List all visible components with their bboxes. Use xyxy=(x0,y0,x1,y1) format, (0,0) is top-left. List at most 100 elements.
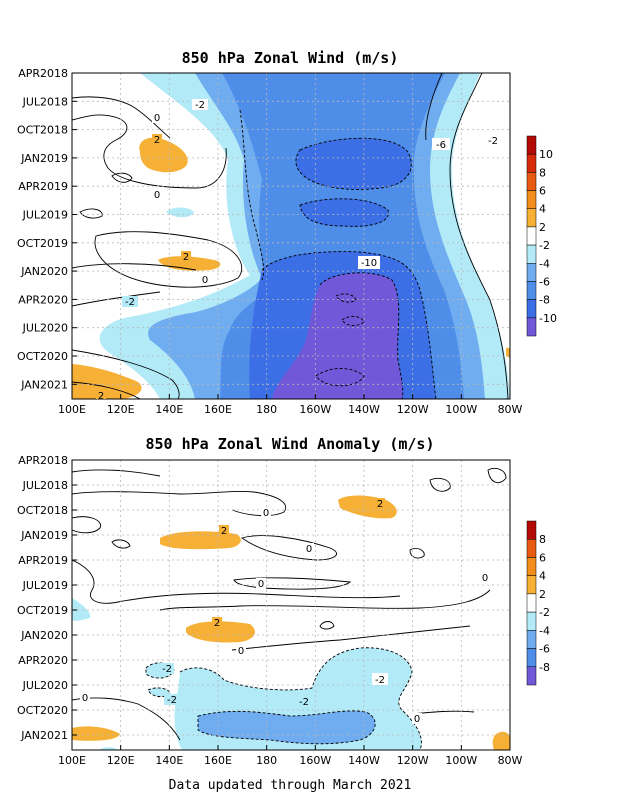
chart1-colorbar-label: 6 xyxy=(539,185,546,198)
chart2-ytick-label: JUL2020 xyxy=(22,679,68,692)
chart2-colorbar-label: 8 xyxy=(539,533,546,546)
chart1-region-pos2-edge xyxy=(506,347,510,358)
chart2-ytick-label: APR2018 xyxy=(18,454,68,467)
chart2-clabel: 0 xyxy=(306,544,312,555)
chart2-xtick-label: 140E xyxy=(155,754,183,767)
chart2-colorbar-label: 2 xyxy=(539,588,546,601)
chart2-contour-labels: 2 0 2 0 0 0 2 0 -2 -2 -2 -2 0 0 xyxy=(80,498,490,725)
chart2-region-pos2-e xyxy=(492,731,510,750)
chart2-xtick-label: 160E xyxy=(204,754,232,767)
chart2-colorbar-label: -8 xyxy=(539,661,550,674)
chart2-colorbar-swatch xyxy=(526,520,537,540)
chart2-clabel: 2 xyxy=(214,618,220,629)
chart1-ticks: 100E 120E 140E 160E 180 160W 140W 120W 100W 80W AP… xyxy=(17,67,523,416)
chart2-clabel: -2 xyxy=(162,664,172,675)
chart1-ytick-label: JAN2019 xyxy=(20,152,68,165)
chart1-region-pos2-c xyxy=(72,364,142,399)
chart1-xtick-label: 160E xyxy=(204,403,232,416)
chart1-colorbar-label: -10 xyxy=(539,312,557,325)
chart1-xtick-label: 100W xyxy=(445,403,477,416)
chart2-colorbar-swatch xyxy=(526,611,537,631)
chart1-region-pos2-a xyxy=(139,137,188,173)
chart1-colorbar-label: -6 xyxy=(539,275,550,288)
chart2-contours xyxy=(72,467,507,750)
chart1-ytick-label: OCT2018 xyxy=(17,124,68,137)
chart1-colorbar-label: 10 xyxy=(539,148,553,161)
chart2-xtick-label: 160W xyxy=(299,754,331,767)
chart1-colorbar: 10 8 6 4 2 -2 -4 -6 -8 -10 xyxy=(526,135,557,337)
chart1-ytick-label: APR2018 xyxy=(18,67,68,80)
chart1-ytick-label: JAN2020 xyxy=(20,265,68,278)
chart2-ytick-label: OCT2020 xyxy=(17,704,68,717)
chart1-frame xyxy=(71,72,511,400)
chart1-ytick-label: APR2020 xyxy=(18,293,68,306)
chart2-colorbar-label: -4 xyxy=(539,624,550,637)
chart2-frame xyxy=(71,459,511,751)
chart1-ytick-label: APR2019 xyxy=(18,180,68,193)
chart1-clabel: -6 xyxy=(436,140,446,151)
chart2-clabel: 0 xyxy=(82,693,88,704)
chart1-region-neg10 xyxy=(272,272,403,399)
chart2-plot: 100E 120E 140E 160E 180 160W 140W 120W 100W 80W AP… xyxy=(17,454,523,767)
chart1-colorbar-swatch xyxy=(526,244,537,264)
chart2-colorbar-swatch xyxy=(526,575,537,595)
chart2-xtick-label: 100E xyxy=(58,754,86,767)
chart2-ytick-label: JUL2018 xyxy=(22,479,68,492)
chart1-xtick-label: 80W xyxy=(498,403,523,416)
chart2-clabel: -2 xyxy=(375,675,385,686)
chart2-region-pos2-c xyxy=(186,621,255,643)
chart1-clabel: 0 xyxy=(154,190,160,201)
chart2-ticks: 100E 120E 140E 160E 180 160W 140W 120W 100W 80W AP… xyxy=(17,454,523,767)
chart1-colorbar-swatch xyxy=(526,299,537,319)
chart1-xtick-label: 160W xyxy=(299,403,331,416)
chart1-colorbar-label: -2 xyxy=(539,239,550,252)
chart2-xtick-label: 80W xyxy=(498,754,523,767)
chart1-clabel: -2 xyxy=(125,297,135,308)
chart1-xtick-label: 100E xyxy=(58,403,86,416)
chart2-colorbar: 8 6 4 2 -2 -4 -6 -8 xyxy=(526,520,550,686)
chart2-title: 850 hPa Zonal Wind Anomaly (m/s) xyxy=(146,435,435,453)
chart2-ytick-label: APR2019 xyxy=(18,554,68,567)
chart2-colorbar-label: -6 xyxy=(539,643,550,656)
chart1-clabel: 2 xyxy=(154,135,160,146)
chart1-grid xyxy=(72,73,510,399)
chart2-clabel: -2 xyxy=(167,695,177,706)
chart1-colorbar-swatch xyxy=(526,281,537,300)
chart2-ytick-label: JAN2020 xyxy=(20,629,68,642)
chart2-region-pos2-d xyxy=(72,726,120,741)
footer-note: Data updated through March 2021 xyxy=(169,778,412,793)
chart2-xtick-label: 120W xyxy=(397,754,429,767)
chart2-xtick-label: 180 xyxy=(256,754,277,767)
chart1-colorbar-swatch xyxy=(526,172,537,191)
chart2-colorbar-swatch xyxy=(526,630,537,649)
chart1-ytick-label: JAN2021 xyxy=(20,378,68,391)
chart2-clabel: 0 xyxy=(258,579,264,590)
chart1-colorbar-swatch xyxy=(526,190,537,209)
chart1-clabel: 2 xyxy=(183,252,189,263)
chart1-ytick-label: OCT2020 xyxy=(17,350,68,363)
chart1-colorbar-label: -8 xyxy=(539,294,550,307)
chart2-colorbar-swatch xyxy=(526,538,537,558)
chart1-colorbar-swatch xyxy=(526,317,537,337)
chart1-colorbar-swatch xyxy=(526,263,537,282)
chart2-clabel: 0 xyxy=(238,646,244,657)
chart1-colorbar-swatch xyxy=(526,153,537,173)
chart2-colorbar-label: -2 xyxy=(539,606,550,619)
chart1-ytick-label: OCT2019 xyxy=(17,237,68,250)
chart2-region-neg4 xyxy=(198,710,376,744)
chart1-colorbar-swatch xyxy=(526,226,537,246)
chart1-xtick-label: 140W xyxy=(348,403,380,416)
chart1-xtick-label: 140E xyxy=(155,403,183,416)
chart2-colorbar-swatch xyxy=(526,648,537,668)
chart1-ytick-label: JUL2020 xyxy=(22,322,68,335)
chart1-clabel: 2 xyxy=(98,391,104,402)
chart2-clabel: 0 xyxy=(414,714,420,725)
chart1-ytick-label: JUL2018 xyxy=(22,95,68,108)
chart2-clabel: 0 xyxy=(482,573,488,584)
chart1-clabel: 0 xyxy=(202,275,208,286)
chart1-colorbar-swatch xyxy=(526,135,537,155)
chart2-ytick-label: OCT2018 xyxy=(17,504,68,517)
chart1-contour-labels: -2 0 2 0 -6 -2 -2 2 0 -10 -2 2 xyxy=(96,99,502,402)
chart2-colorbar-label: 4 xyxy=(539,570,546,583)
